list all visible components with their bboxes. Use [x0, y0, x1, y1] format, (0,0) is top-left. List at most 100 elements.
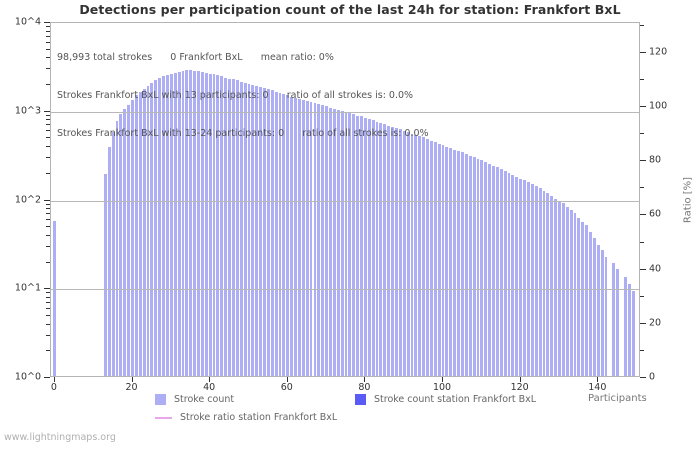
y-tick-label-right: 0 [649, 371, 656, 383]
bar [631, 291, 635, 376]
y-tick-minor-left [46, 130, 50, 131]
bar [495, 167, 499, 376]
bar [193, 70, 197, 376]
y-tick-major-right [640, 214, 646, 215]
bar [103, 173, 107, 376]
y-tick-major-right [640, 377, 646, 378]
y-tick-label-left: 10^2 [14, 194, 41, 205]
x-tick-major [364, 377, 365, 382]
y-tick-label-right: 120 [649, 46, 668, 58]
bar [224, 77, 228, 376]
y-tick-label-left: 10^0 [14, 371, 41, 383]
x-axis-title: Participants [588, 393, 647, 404]
bar [546, 193, 550, 376]
bar [212, 74, 216, 376]
x-tick-major [54, 377, 55, 382]
y-tick-major-right [640, 52, 646, 53]
y-tick-minor-left [46, 246, 50, 247]
annotation-line-1: 98,993 total strokes 0 Frankfort BxL mea… [57, 52, 334, 64]
y-tick-label-right: 20 [649, 317, 662, 329]
bar [616, 269, 620, 376]
bar [235, 80, 239, 376]
x-tick-label: 80 [358, 382, 371, 393]
y-tick-label-right: 100 [649, 100, 668, 112]
y-tick-minor-right [640, 133, 644, 134]
bar [383, 124, 387, 376]
bar [107, 147, 111, 376]
y-tick-major-left [44, 22, 50, 23]
bar [457, 151, 460, 376]
x-tick-label: 40 [203, 382, 216, 393]
bar [558, 200, 561, 376]
y-tick-label-right: 60 [649, 208, 662, 220]
bar [115, 121, 119, 376]
bar [526, 182, 530, 376]
bar [519, 178, 523, 376]
x-tick-major [520, 377, 521, 382]
legend-item[interactable]: Stroke count [155, 394, 234, 405]
legend-label: Stroke count [174, 394, 235, 405]
bar [177, 71, 181, 376]
y-tick-minor-left [46, 292, 50, 293]
bar [406, 132, 410, 376]
bar [367, 119, 371, 376]
bar [247, 84, 251, 376]
bar [468, 156, 472, 376]
bar [391, 126, 394, 376]
plot-area [50, 22, 640, 377]
y-tick-minor-left [46, 350, 50, 351]
y-tick-minor-right [640, 296, 644, 297]
bar [200, 72, 204, 376]
bar [344, 111, 348, 376]
bar [398, 129, 402, 376]
y-tick-minor-left [46, 308, 50, 309]
bar [231, 79, 235, 376]
bar [492, 165, 495, 376]
bar [538, 188, 542, 376]
bar [53, 220, 57, 376]
y-tick-minor-left [46, 49, 50, 50]
bar [162, 76, 165, 376]
y-tick-minor-left [46, 235, 50, 236]
x-tick-label: 60 [280, 382, 293, 393]
legend-item[interactable]: Stroke count station Frankfort BxL [355, 394, 536, 405]
bar [259, 87, 263, 376]
bar [173, 72, 177, 376]
bar [278, 92, 282, 376]
y-tick-minor-left [46, 26, 50, 27]
annotation-block: 98,993 total strokes 0 Frankfort BxL mea… [57, 27, 429, 166]
y-tick-label-left: 10^3 [14, 105, 41, 117]
y-tick-minor-left [46, 204, 50, 205]
bar [375, 121, 379, 376]
bar [352, 114, 356, 376]
bar [503, 170, 507, 376]
bar [356, 115, 360, 376]
y-tick-major-left [44, 288, 50, 289]
bar [282, 94, 286, 376]
y-tick-label-right: 80 [649, 154, 662, 166]
bar [336, 109, 340, 376]
y-tick-minor-left [46, 146, 50, 147]
bar [228, 78, 231, 376]
bar [515, 176, 519, 376]
y-tick-minor-left [46, 335, 50, 336]
y-tick-label-left: 10^4 [14, 16, 41, 28]
y-tick-minor-left [46, 157, 50, 158]
bar [585, 225, 589, 376]
bar [142, 89, 146, 376]
bar [488, 163, 492, 376]
bar [185, 69, 189, 376]
bar [461, 152, 464, 376]
y-tick-minor-left [46, 213, 50, 214]
legend-swatch-icon [155, 394, 166, 405]
y-tick-minor-left [46, 36, 50, 37]
y-tick-minor-left [46, 42, 50, 43]
legend-item[interactable]: Stroke ratio station Frankfort BxL [155, 412, 337, 423]
bar [627, 283, 631, 376]
y-tick-minor-right [640, 187, 644, 188]
bar [286, 95, 290, 376]
bar [573, 213, 577, 376]
bar [131, 99, 134, 376]
bar [169, 73, 173, 376]
